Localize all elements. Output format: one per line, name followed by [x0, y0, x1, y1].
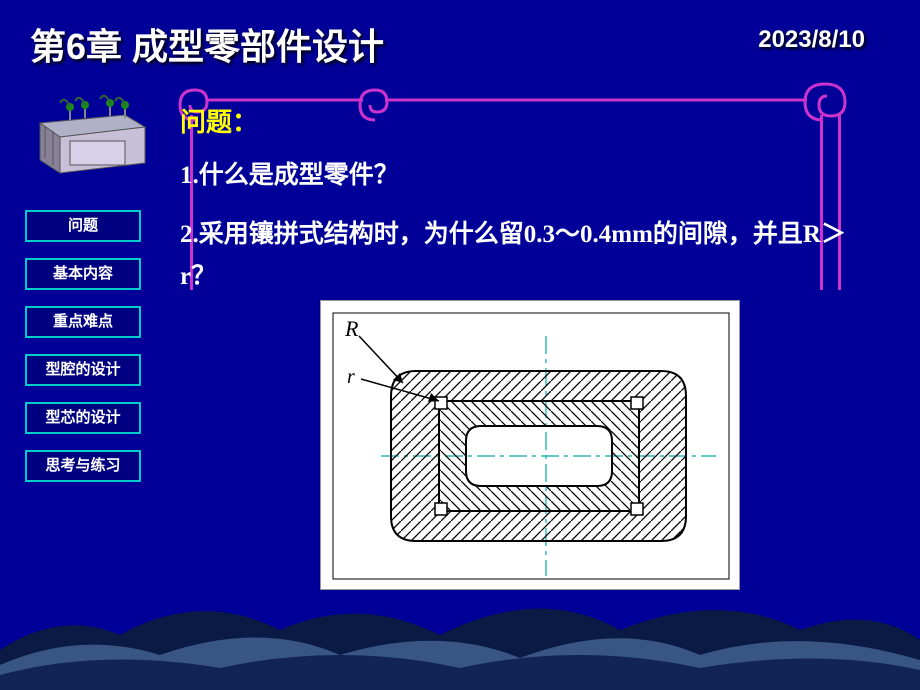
nav-button-keypoints[interactable]: 重点难点: [25, 306, 141, 338]
diagram-label-r: r: [347, 366, 355, 388]
nav-button-cavity[interactable]: 型腔的设计: [25, 354, 141, 386]
question-label: 问题：: [180, 102, 880, 139]
nav-button-exercise[interactable]: 思考与练习: [25, 450, 141, 482]
diagram-label-R: R: [344, 316, 359, 341]
question-2: 2.采用镶拼式结构时，为什么留0.3～0.4mm的间隙，并且R＞r？: [180, 214, 880, 299]
mold-icon: [25, 85, 150, 180]
nav-button-question[interactable]: 问题: [25, 210, 141, 242]
nav-button-core[interactable]: 型芯的设计: [25, 402, 141, 434]
nav-button-basic[interactable]: 基本内容: [25, 258, 141, 290]
content-area: 问题： 1.什么是成型零件？ 2.采用镶拼式结构时，为什么留0.3～0.4mm的…: [180, 102, 880, 315]
question-1: 1.什么是成型零件？: [180, 155, 880, 198]
sidebar: 问题 基本内容 重点难点 型腔的设计 型芯的设计 思考与练习: [25, 85, 155, 498]
slide-date: 2023/8/10: [758, 26, 865, 54]
chapter-title: 第6章 成型零部件设计: [30, 18, 384, 70]
technical-diagram: R r: [320, 300, 740, 590]
